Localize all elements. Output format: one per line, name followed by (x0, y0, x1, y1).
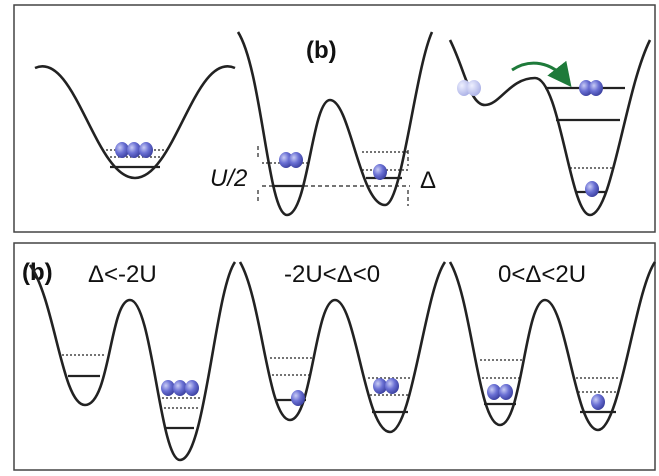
case-label: Δ<-2U (88, 261, 157, 288)
u-half-label: U/2 (210, 165, 247, 192)
atom (591, 394, 605, 410)
atom (289, 152, 303, 168)
atom (173, 380, 187, 396)
panel-label: (b) (22, 259, 53, 286)
case-label: 0<Δ<2U (498, 261, 586, 288)
atom (499, 384, 513, 400)
atom (373, 164, 387, 180)
atom-faint (467, 80, 481, 96)
atom (185, 380, 199, 396)
panel-label: (b) (306, 37, 337, 64)
atom (585, 181, 599, 197)
case-label: -2U<Δ<0 (284, 261, 380, 288)
atom (385, 378, 399, 394)
tunnel-arrow (512, 63, 566, 80)
page: {"top_panel": {"label": "(b)", "u_half":… (0, 0, 659, 476)
atom (291, 390, 305, 406)
diagram: (b) U/2 Δ (b) Δ<-2U -2U<Δ<0 0<Δ<2U (0, 0, 659, 476)
atom (487, 384, 501, 400)
delta-label: Δ (420, 167, 436, 194)
atom (589, 80, 603, 96)
atom (373, 378, 387, 394)
atom (115, 142, 129, 158)
atom (127, 142, 141, 158)
atom (161, 380, 175, 396)
double-well (30, 262, 235, 460)
single-well (35, 66, 235, 178)
atom (139, 142, 153, 158)
